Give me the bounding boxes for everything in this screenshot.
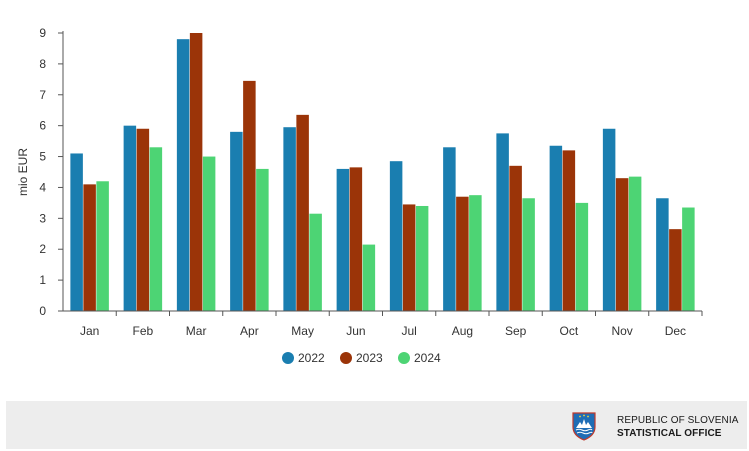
bar-2023-oct[interactable] (562, 150, 576, 311)
footer-institution-name: REPUBLIC OF SLOVENIA STATISTICAL OFFICE (617, 414, 738, 440)
bar-2023-apr[interactable] (243, 80, 256, 311)
bar-2024-jun[interactable] (362, 244, 376, 311)
bar-2023-jun[interactable] (349, 167, 363, 311)
x-tick-label: Feb (133, 324, 154, 338)
legend-marker (340, 352, 352, 364)
y-axis-title: mio EUR (16, 148, 30, 196)
y-tick-label: 7 (39, 88, 46, 102)
bar-2024-feb[interactable] (149, 147, 163, 311)
y-axis-ticks: 0 1 2 3 4 5 6 7 8 9 (39, 26, 63, 318)
bar-2022-jan[interactable] (70, 153, 83, 311)
x-tick-label: Apr (240, 324, 259, 338)
bar-2023-feb[interactable] (136, 128, 150, 311)
x-tick-label: Nov (611, 324, 632, 338)
bar-2024-sep[interactable] (522, 198, 535, 311)
bar-2022-mar[interactable] (176, 39, 190, 312)
y-tick-label: 3 (39, 211, 46, 225)
bar-2023-jul[interactable] (402, 204, 416, 311)
bar-2024-may[interactable] (309, 213, 322, 311)
bar-2023-aug[interactable] (456, 196, 469, 311)
legend-label: 2022 (298, 351, 325, 365)
legend-item-2024[interactable]: 2024 (398, 351, 441, 365)
bar-2024-mar[interactable] (202, 156, 216, 311)
bar-2023-sep[interactable] (509, 165, 522, 311)
bar-2022-jun[interactable] (336, 168, 350, 311)
bar-2024-jan[interactable] (96, 181, 109, 311)
x-tick-label: Oct (560, 324, 579, 338)
legend[interactable]: 2022 2023 2024 (282, 351, 441, 365)
bar-2022-dec[interactable] (656, 198, 669, 311)
bar-2022-aug[interactable] (443, 147, 456, 311)
legend-marker (282, 352, 294, 364)
y-tick-label: 6 (39, 119, 46, 133)
bar-2022-oct[interactable] (549, 145, 563, 311)
bar-series (70, 33, 695, 312)
bar-2022-feb[interactable] (123, 125, 137, 312)
footer-line-office: STATISTICAL OFFICE (617, 428, 722, 439)
x-axis-ticks: Jan Feb Mar Apr May Jun Jul Aug Sep Oct Nov Dec (80, 311, 703, 338)
legend-label: 2024 (414, 351, 441, 365)
bar-2024-dec[interactable] (682, 207, 695, 311)
y-tick-label: 8 (39, 57, 46, 71)
footer-bar: REPUBLIC OF SLOVENIA STATISTICAL OFFICE (6, 401, 747, 449)
y-tick-label: 5 (39, 150, 46, 164)
legend-item-2022[interactable]: 2022 (282, 351, 325, 365)
bar-2023-dec[interactable] (669, 229, 682, 311)
bar-2023-may[interactable] (296, 114, 309, 311)
x-tick-label: May (291, 324, 314, 338)
legend-marker (398, 352, 410, 364)
bar-2022-sep[interactable] (496, 133, 509, 311)
bar-2022-apr[interactable] (230, 131, 243, 311)
bar-2024-oct[interactable] (575, 202, 589, 311)
x-tick-label: Jan (80, 324, 99, 338)
bar-2024-aug[interactable] (469, 195, 482, 311)
x-tick-label: Jul (401, 324, 416, 338)
bar-2023-mar[interactable] (189, 33, 203, 311)
bar-2023-nov[interactable] (615, 178, 629, 311)
y-tick-label: 2 (39, 242, 46, 256)
x-tick-label: Mar (186, 324, 207, 338)
slovenia-coat-of-arms-icon (572, 412, 596, 441)
legend-item-2023[interactable]: 2023 (340, 351, 383, 365)
x-tick-label: Aug (452, 324, 473, 338)
bar-2022-nov[interactable] (602, 128, 616, 311)
bar-2024-jul[interactable] (415, 205, 429, 311)
x-tick-label: Dec (665, 324, 686, 338)
bar-2023-jan[interactable] (83, 184, 96, 311)
y-tick-label: 1 (39, 273, 46, 287)
y-tick-label: 0 (39, 304, 46, 318)
bar-2022-may[interactable] (283, 127, 296, 311)
bar-2024-nov[interactable] (628, 176, 642, 311)
y-tick-label: 4 (39, 180, 46, 194)
bar-chart: 0 1 2 3 4 5 6 7 8 9 mio EUR Jan Feb Mar Apr May Jun Jul… (16, 26, 703, 365)
bar-2024-apr[interactable] (256, 168, 269, 311)
bar-2022-jul[interactable] (389, 161, 403, 311)
footer-line-country: REPUBLIC OF SLOVENIA (617, 415, 739, 426)
legend-label: 2023 (356, 351, 383, 365)
x-tick-label: Jun (346, 324, 365, 338)
y-tick-label: 9 (39, 26, 46, 40)
x-tick-label: Sep (505, 324, 527, 338)
